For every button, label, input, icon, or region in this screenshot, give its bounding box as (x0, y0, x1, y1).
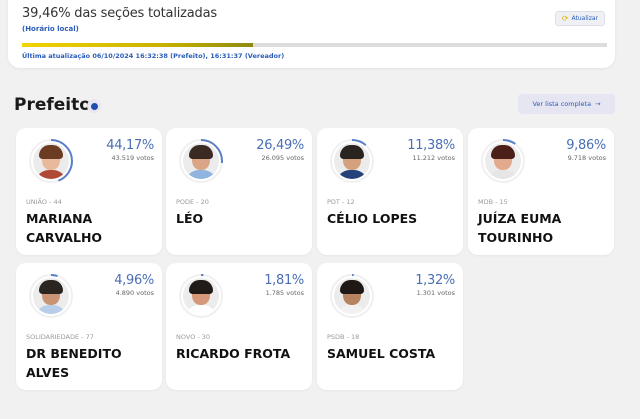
totalization-progress-bar (22, 43, 607, 47)
last-update-text: Última atualização 06/10/2024 16:32:38 (… (22, 52, 285, 60)
refresh-button[interactable]: ⟳ Atualizar (554, 11, 605, 26)
refresh-icon: ⟳ (561, 13, 569, 23)
info-button[interactable] (87, 99, 101, 113)
vote-percentage: 44,17% (106, 138, 154, 153)
section-title: Prefeito (14, 95, 91, 115)
full-list-label: Ver lista completa (532, 100, 592, 108)
totalization-status-card: 39,46% das seções totalizadas (Horário l… (8, 0, 615, 68)
candidate-photo (485, 143, 521, 179)
info-icon (90, 102, 98, 110)
vote-count: 26.095 votos (261, 154, 304, 162)
party-number: UNIÃO - 44 (26, 198, 62, 206)
vote-percentage: 4,96% (114, 273, 154, 288)
totalization-percentage: 39,46% das seções totalizadas (22, 6, 217, 21)
candidate-photo (334, 143, 370, 179)
arrow-right-icon: → (595, 100, 601, 108)
party-number: PDT - 12 (327, 198, 355, 206)
candidate-avatar (28, 138, 74, 184)
candidate-avatar (178, 273, 224, 319)
vote-percentage: 11,38% (407, 138, 455, 153)
vote-share-ring (330, 274, 374, 318)
vote-share-ring (179, 139, 223, 183)
vote-percentage: 26,49% (256, 138, 304, 153)
vote-percentage: 1,32% (415, 273, 455, 288)
candidate-photo (183, 143, 219, 179)
vote-count: 11.212 votos (412, 154, 455, 162)
vote-share-ring (29, 139, 73, 183)
party-number: NOVO - 30 (176, 333, 211, 341)
full-list-button[interactable]: Ver lista completa → (518, 94, 615, 114)
candidate-avatar (329, 273, 375, 319)
vote-share-ring (29, 274, 73, 318)
candidate-avatar (480, 138, 526, 184)
candidate-name: MARIANA CARVALHO (26, 211, 103, 245)
candidate-photo (183, 278, 219, 314)
candidate-name: RICARDO FROTA (176, 346, 291, 361)
candidate-card[interactable]: 1,32% 1.301 votos PSDB - 18 SAMUEL COSTA (317, 263, 463, 390)
vote-count: 1.301 votos (416, 289, 455, 297)
candidate-avatar (178, 138, 224, 184)
local-time-note: (Horário local) (22, 25, 79, 33)
candidate-avatar (28, 273, 74, 319)
vote-count: 9.718 votos (567, 154, 606, 162)
candidate-card[interactable]: 11,38% 11.212 votos PDT - 12 CÉLIO LOPES (317, 128, 463, 255)
party-number: PSDB - 18 (327, 333, 360, 341)
candidate-photo (33, 278, 69, 314)
vote-percentage: 9,86% (566, 138, 606, 153)
progress-fill (22, 43, 253, 47)
vote-count: 1.785 votos (265, 289, 304, 297)
candidate-avatar (329, 138, 375, 184)
party-number: SOLIDARIEDADE - 77 (26, 333, 94, 341)
vote-count: 43.519 votos (111, 154, 154, 162)
candidate-card[interactable]: 4,96% 4.890 votos SOLIDARIEDADE - 77 DR … (16, 263, 162, 390)
candidate-card[interactable]: 1,81% 1.785 votos NOVO - 30 RICARDO FROT… (166, 263, 312, 390)
candidate-name: DR BENEDITO ALVES (26, 346, 122, 380)
candidate-photo (334, 278, 370, 314)
candidate-card[interactable]: 44,17% 43.519 votos UNIÃO - 44 MARIANA C… (16, 128, 162, 255)
vote-share-ring (481, 139, 525, 183)
candidate-name: JUÍZA EUMA TOURINHO (478, 211, 562, 245)
vote-share-ring (179, 274, 223, 318)
refresh-label: Atualizar (571, 15, 598, 22)
candidate-name: LÉO (176, 211, 204, 226)
vote-share-ring (330, 139, 374, 183)
party-number: PODE - 20 (176, 198, 209, 206)
candidate-card[interactable]: 9,86% 9.718 votos MDB - 15 JUÍZA EUMA TO… (468, 128, 614, 255)
candidate-photo (33, 143, 69, 179)
vote-count: 4.890 votos (115, 289, 154, 297)
vote-percentage: 1,81% (264, 273, 304, 288)
candidate-name: CÉLIO LOPES (327, 211, 418, 226)
candidate-card[interactable]: 26,49% 26.095 votos PODE - 20 LÉO (166, 128, 312, 255)
candidate-name: SAMUEL COSTA (327, 346, 436, 361)
party-number: MDB - 15 (478, 198, 508, 206)
